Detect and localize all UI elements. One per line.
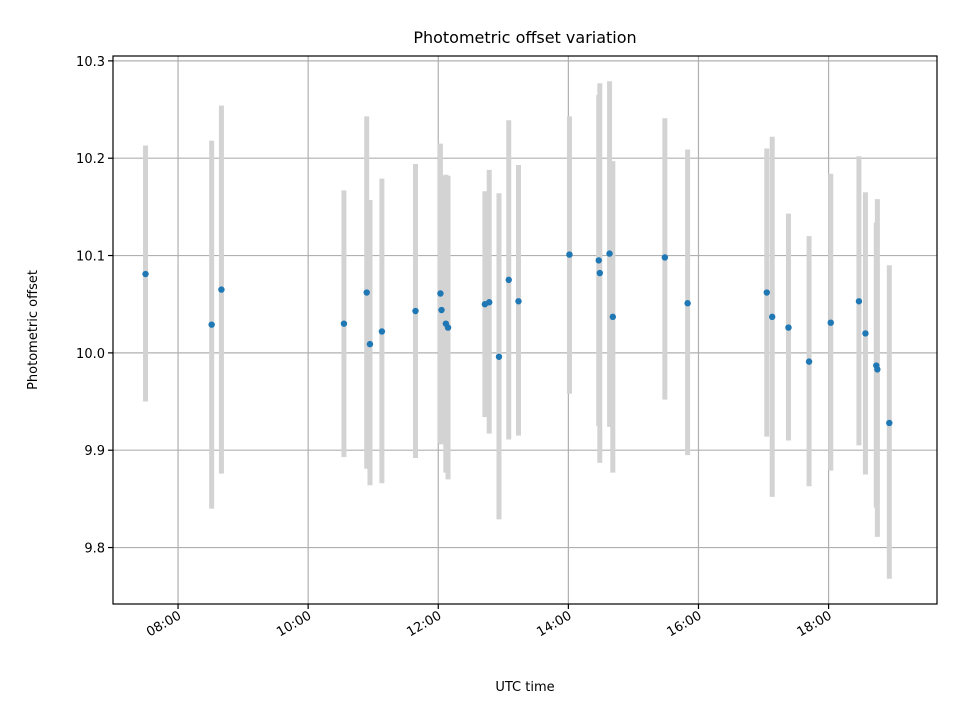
- data-point: [444, 324, 452, 331]
- data-point: [142, 270, 149, 278]
- plot-frame: [112, 55, 938, 605]
- data-point: [785, 324, 792, 331]
- data-point: [769, 313, 776, 321]
- data-point: [862, 330, 869, 337]
- data-points: [142, 250, 893, 427]
- data-point: [596, 269, 604, 277]
- plot-area-background: [113, 56, 937, 604]
- y-tick-label: 9.8: [84, 542, 105, 557]
- data-point: [495, 353, 503, 360]
- data-point: [566, 251, 573, 258]
- data-point: [438, 306, 445, 314]
- data-point: [606, 250, 613, 257]
- chart-title: Photometric offset variation: [413, 28, 636, 47]
- data-point: [218, 286, 225, 293]
- data-point: [855, 298, 863, 305]
- data-point: [684, 300, 691, 307]
- data-point: [827, 319, 834, 326]
- data-point: [515, 298, 522, 305]
- data-point: [486, 299, 493, 306]
- data-point: [437, 290, 444, 297]
- data-point: [412, 307, 419, 315]
- y-tick-label: 10.0: [76, 347, 105, 362]
- y-tick-label: 10.2: [76, 152, 105, 167]
- data-point: [378, 328, 386, 335]
- data-point: [805, 358, 813, 365]
- y-tick-label: 10.1: [76, 250, 105, 265]
- y-tick-label: 9.9: [84, 444, 105, 459]
- data-point: [886, 419, 893, 427]
- data-point: [505, 276, 512, 284]
- data-point: [609, 313, 617, 321]
- x-axis-label: UTC time: [495, 680, 554, 695]
- data-point: [366, 340, 374, 348]
- data-point: [763, 289, 770, 296]
- data-point: [363, 289, 370, 296]
- data-point: [595, 257, 602, 264]
- y-axis-ticks: 9.8 9.9 10.0 10.1 10.2 10.3: [76, 55, 113, 557]
- y-axis-label: Photometric offset: [26, 270, 41, 390]
- data-point: [874, 366, 881, 373]
- data-point: [208, 321, 215, 328]
- data-point: [661, 254, 669, 261]
- data-point: [340, 320, 348, 327]
- y-tick-label: 10.3: [76, 55, 105, 70]
